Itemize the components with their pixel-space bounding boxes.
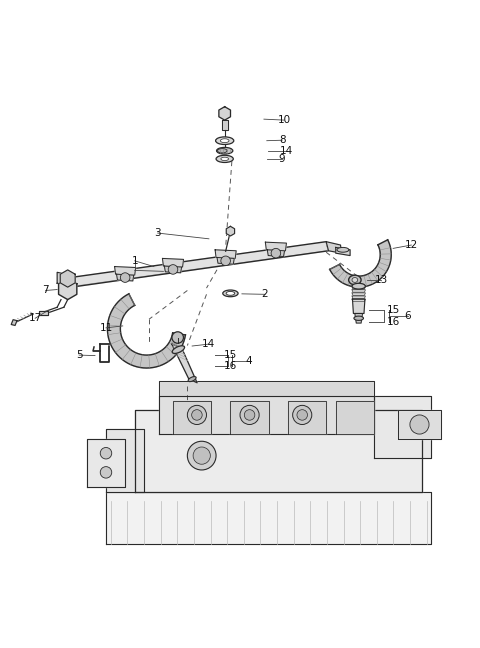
Polygon shape xyxy=(336,400,374,434)
Text: 1: 1 xyxy=(132,256,138,266)
Polygon shape xyxy=(70,242,328,286)
Ellipse shape xyxy=(216,156,233,163)
Ellipse shape xyxy=(216,137,234,145)
Text: 15: 15 xyxy=(386,305,400,315)
Polygon shape xyxy=(117,274,134,281)
Polygon shape xyxy=(135,410,422,492)
Polygon shape xyxy=(173,400,211,434)
Text: 7: 7 xyxy=(42,286,49,295)
Polygon shape xyxy=(39,310,48,316)
Text: 3: 3 xyxy=(155,228,161,238)
Ellipse shape xyxy=(348,275,361,284)
Circle shape xyxy=(244,410,255,420)
Text: 11: 11 xyxy=(99,323,113,333)
Text: 10: 10 xyxy=(277,115,290,125)
Polygon shape xyxy=(162,259,183,267)
Polygon shape xyxy=(11,319,17,325)
Polygon shape xyxy=(219,107,230,120)
Text: 13: 13 xyxy=(374,275,388,285)
Text: 14: 14 xyxy=(280,146,294,156)
Circle shape xyxy=(221,256,230,266)
Text: 16: 16 xyxy=(386,317,400,327)
Polygon shape xyxy=(57,272,75,286)
Polygon shape xyxy=(352,299,365,314)
Text: 9: 9 xyxy=(279,154,286,164)
Text: 5: 5 xyxy=(76,350,83,360)
Polygon shape xyxy=(330,240,391,287)
Polygon shape xyxy=(336,248,350,255)
Circle shape xyxy=(192,410,202,420)
Ellipse shape xyxy=(352,283,365,289)
Polygon shape xyxy=(215,250,236,259)
Text: 12: 12 xyxy=(405,240,418,250)
Polygon shape xyxy=(352,299,365,301)
Polygon shape xyxy=(158,382,374,396)
Polygon shape xyxy=(352,296,365,298)
Ellipse shape xyxy=(337,248,349,252)
Polygon shape xyxy=(222,120,228,130)
Circle shape xyxy=(100,448,112,459)
Polygon shape xyxy=(59,279,77,299)
Ellipse shape xyxy=(220,139,229,143)
Circle shape xyxy=(271,248,281,258)
Circle shape xyxy=(187,406,206,424)
Circle shape xyxy=(168,264,178,274)
Ellipse shape xyxy=(226,292,235,295)
Text: 4: 4 xyxy=(245,356,252,366)
Text: 15: 15 xyxy=(224,350,237,360)
Polygon shape xyxy=(352,290,365,292)
Polygon shape xyxy=(288,400,326,434)
Polygon shape xyxy=(158,396,374,434)
Circle shape xyxy=(172,332,183,343)
Ellipse shape xyxy=(352,277,358,283)
Ellipse shape xyxy=(217,148,227,153)
Text: 6: 6 xyxy=(404,311,411,321)
Circle shape xyxy=(100,467,112,478)
Polygon shape xyxy=(87,439,125,487)
Circle shape xyxy=(293,406,312,424)
Polygon shape xyxy=(398,410,441,439)
Circle shape xyxy=(120,273,130,283)
Polygon shape xyxy=(230,400,269,434)
Circle shape xyxy=(410,415,429,434)
Text: 16: 16 xyxy=(224,361,237,371)
Text: 14: 14 xyxy=(202,339,216,349)
Polygon shape xyxy=(267,250,285,257)
Ellipse shape xyxy=(221,157,228,161)
Ellipse shape xyxy=(216,147,233,154)
Polygon shape xyxy=(106,492,432,544)
Polygon shape xyxy=(108,294,185,368)
Polygon shape xyxy=(226,226,235,236)
Polygon shape xyxy=(217,257,234,264)
Ellipse shape xyxy=(223,290,238,297)
Ellipse shape xyxy=(172,346,185,353)
Polygon shape xyxy=(352,293,365,295)
Polygon shape xyxy=(60,270,75,287)
Polygon shape xyxy=(326,242,341,253)
Circle shape xyxy=(193,447,210,464)
Polygon shape xyxy=(355,314,362,323)
Circle shape xyxy=(187,441,216,470)
Polygon shape xyxy=(265,242,287,251)
Text: 8: 8 xyxy=(279,135,286,145)
Text: 17: 17 xyxy=(28,313,42,323)
Ellipse shape xyxy=(354,316,363,320)
Ellipse shape xyxy=(188,376,196,382)
Polygon shape xyxy=(374,396,432,458)
Polygon shape xyxy=(115,266,136,275)
Text: 2: 2 xyxy=(262,289,268,299)
Polygon shape xyxy=(164,266,181,273)
Polygon shape xyxy=(352,286,365,289)
Polygon shape xyxy=(171,343,197,383)
Polygon shape xyxy=(106,429,144,492)
Circle shape xyxy=(297,410,308,420)
Circle shape xyxy=(240,406,259,424)
